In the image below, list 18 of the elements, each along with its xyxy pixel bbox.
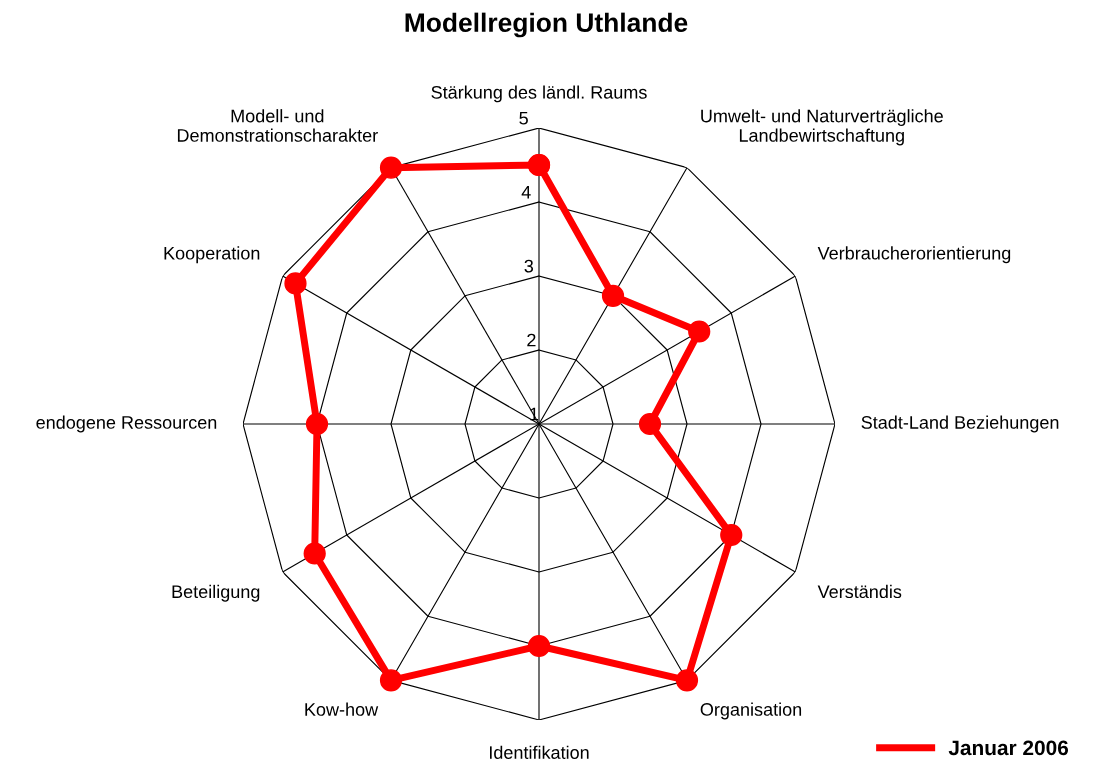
spoke-label: Modell- und Demonstrationscharakter: [177, 109, 378, 142]
y-tick-label: 2: [527, 333, 536, 347]
y-tick-label: 3: [524, 259, 534, 273]
y-tick-label: 5: [519, 112, 528, 125]
spoke-label: Kow-how: [305, 702, 379, 716]
spoke-label: Stadt-Land Beziehungen: [861, 415, 1059, 433]
chart-title: Modellregion Uthlande: [405, 12, 688, 38]
spoke-label: Identifikation: [489, 745, 589, 759]
spoke-label: Stärkung des ländl. Raums: [431, 85, 647, 103]
spoke-label: Beteiligung: [172, 584, 260, 602]
legend-label: Januar 2006: [948, 740, 1069, 756]
spoke-label: Organisation: [700, 702, 802, 720]
y-tick-label: 4: [521, 185, 531, 199]
spoke-label: Verständis: [817, 584, 902, 599]
spoke-label: Verbraucherorientierung: [817, 246, 1011, 264]
spoke-label: Umwelt- und Naturverträgliche Landbewirtschaftung: [701, 109, 943, 146]
spoke-label: endogene Ressourcen: [36, 415, 217, 433]
spoke-label: Kooperation: [164, 246, 260, 264]
